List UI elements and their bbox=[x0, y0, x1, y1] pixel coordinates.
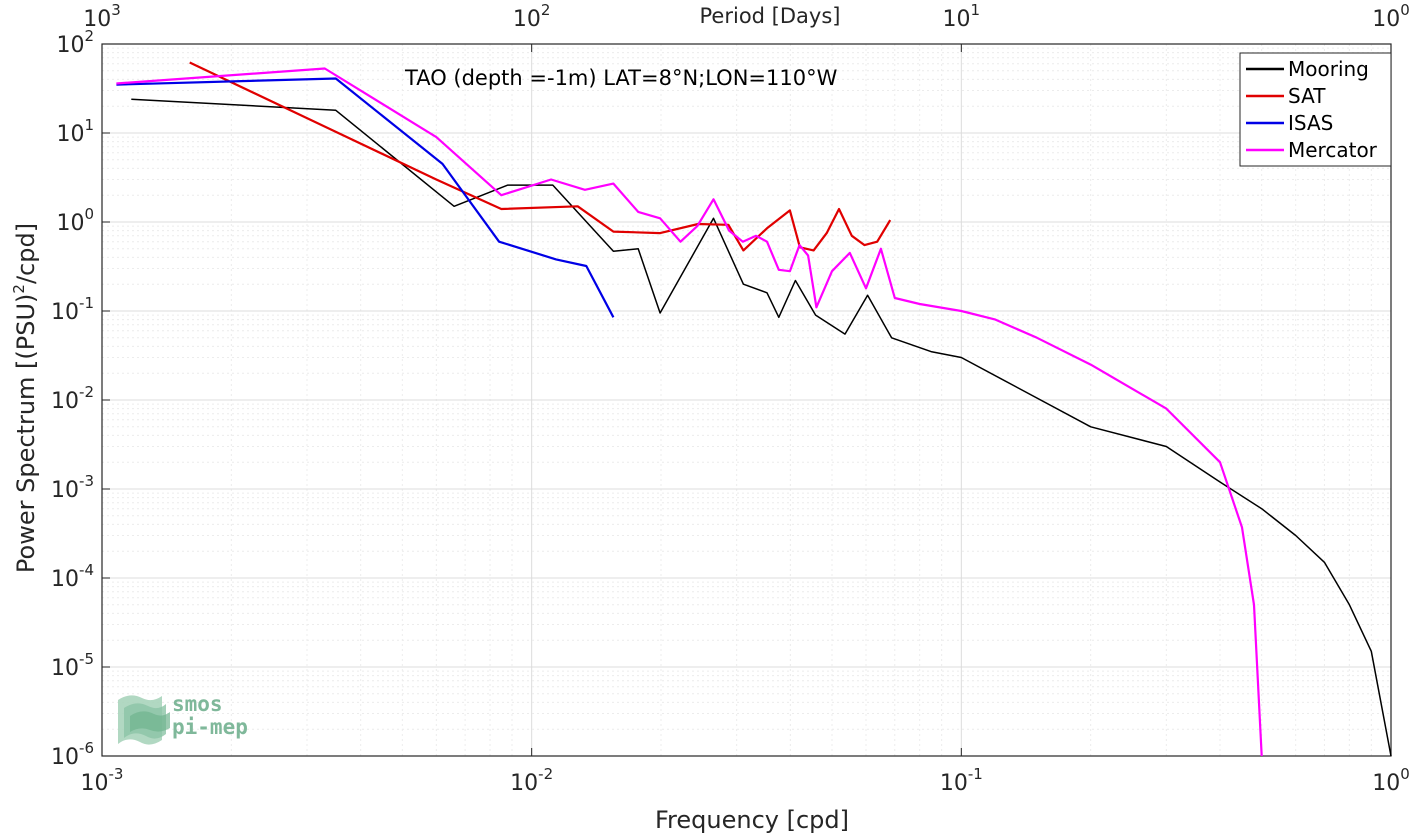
top-tick-label-exp: 2 bbox=[541, 1, 551, 19]
y-tick-label-base: 10 bbox=[56, 211, 84, 236]
legend-label-mooring: Mooring bbox=[1288, 57, 1369, 81]
x-tick-label-base: 10 bbox=[81, 771, 109, 796]
top-tick-label: 103 bbox=[83, 1, 121, 32]
x-tick-label: 10-3 bbox=[81, 765, 124, 796]
series-line-mooring bbox=[131, 98, 1392, 757]
y-tick-label-exp: -4 bbox=[79, 561, 94, 579]
y-tick-label-base: 10 bbox=[51, 300, 79, 325]
y-tick-label: 10-6 bbox=[51, 739, 94, 770]
y-axis-label-main: Power Spectrum [(PSU) bbox=[12, 294, 40, 573]
y-tick-label: 102 bbox=[56, 27, 94, 58]
series bbox=[116, 61, 1392, 757]
x-tick-label-exp: -1 bbox=[968, 765, 983, 783]
top-tick-label: 100 bbox=[1372, 1, 1410, 32]
x-tick-label-base: 10 bbox=[1372, 771, 1400, 796]
y-tick-label: 101 bbox=[56, 116, 94, 147]
x-axis-label: Frequency [cpd] bbox=[655, 806, 849, 834]
y-tick-label: 10-5 bbox=[51, 650, 94, 681]
top-tick-label-exp: 3 bbox=[111, 1, 121, 19]
y-tick-label-exp: -6 bbox=[79, 739, 94, 757]
legend: Mooring SAT ISAS Mercator bbox=[1239, 52, 1392, 167]
y-tick-label: 10-1 bbox=[51, 294, 94, 325]
y-axis-label-sup: 2 bbox=[10, 284, 28, 294]
y-tick-label-exp: -5 bbox=[79, 650, 94, 668]
y-tick-label: 10-3 bbox=[51, 472, 94, 503]
chart-title: TAO (depth =-1m) LAT=8°N;LON=110°W bbox=[404, 66, 838, 90]
series-line-sat bbox=[189, 61, 892, 252]
x-tick-label-exp: -2 bbox=[538, 765, 553, 783]
y-tick-label: 10-2 bbox=[51, 383, 94, 414]
y-tick-label-exp: -2 bbox=[79, 383, 94, 401]
series-line-isas bbox=[116, 77, 615, 318]
smos-pimep-logo: smos pi-mep bbox=[118, 692, 248, 745]
y-tick-label: 100 bbox=[56, 205, 94, 236]
x-tick-label: 10-2 bbox=[510, 765, 553, 796]
logo-waves-icon bbox=[118, 695, 170, 745]
y-tick-label-base: 10 bbox=[56, 33, 84, 58]
top-tick-label-exp: 1 bbox=[971, 1, 981, 19]
logo-text-pimep: pi-mep bbox=[172, 715, 248, 739]
top-tick-label-base: 10 bbox=[83, 7, 111, 32]
top-axis-label: Period [Days] bbox=[700, 4, 841, 28]
y-axis-label: Power Spectrum [(PSU)2/cpd] bbox=[10, 223, 40, 573]
top-tick-label-base: 10 bbox=[513, 7, 541, 32]
x-tick-label: 10-1 bbox=[940, 765, 983, 796]
y-tick-label-base: 10 bbox=[51, 478, 79, 503]
logo-text-smos: smos bbox=[172, 692, 223, 716]
x-tick-label-base: 10 bbox=[940, 771, 968, 796]
legend-label-sat: SAT bbox=[1288, 84, 1326, 108]
top-tick-label-base: 10 bbox=[1372, 7, 1400, 32]
x-tick-label-exp: -3 bbox=[109, 765, 124, 783]
y-tick-label-exp: 0 bbox=[84, 205, 94, 223]
y-tick-label-exp: -1 bbox=[79, 294, 94, 312]
y-tick-label: 10-4 bbox=[51, 561, 94, 592]
y-tick-label-base: 10 bbox=[51, 567, 79, 592]
y-tick-label-base: 10 bbox=[51, 745, 79, 770]
y-tick-label-exp: -3 bbox=[79, 472, 94, 490]
y-tick-label-base: 10 bbox=[56, 122, 84, 147]
top-tick-label-exp: 0 bbox=[1400, 1, 1410, 19]
y-tick-label-base: 10 bbox=[51, 656, 79, 681]
grid bbox=[101, 44, 1391, 757]
x-tick-label-exp: 0 bbox=[1400, 765, 1410, 783]
x-tick-label-base: 10 bbox=[510, 771, 538, 796]
top-tick-label-base: 10 bbox=[943, 7, 971, 32]
top-tick-label: 102 bbox=[513, 1, 551, 32]
top-tick-label: 101 bbox=[943, 1, 981, 32]
y-tick-label-exp: 1 bbox=[84, 116, 94, 134]
y-axis-label-tail: /cpd] bbox=[12, 223, 40, 284]
x-tick-label: 100 bbox=[1372, 765, 1410, 796]
legend-label-isas: ISAS bbox=[1288, 111, 1333, 135]
series-line-mercator bbox=[116, 67, 1263, 757]
legend-label-mercator: Mercator bbox=[1288, 138, 1378, 162]
y-tick-label-base: 10 bbox=[51, 389, 79, 414]
y-tick-label-exp: 2 bbox=[84, 27, 94, 45]
legend-box bbox=[1239, 52, 1392, 167]
